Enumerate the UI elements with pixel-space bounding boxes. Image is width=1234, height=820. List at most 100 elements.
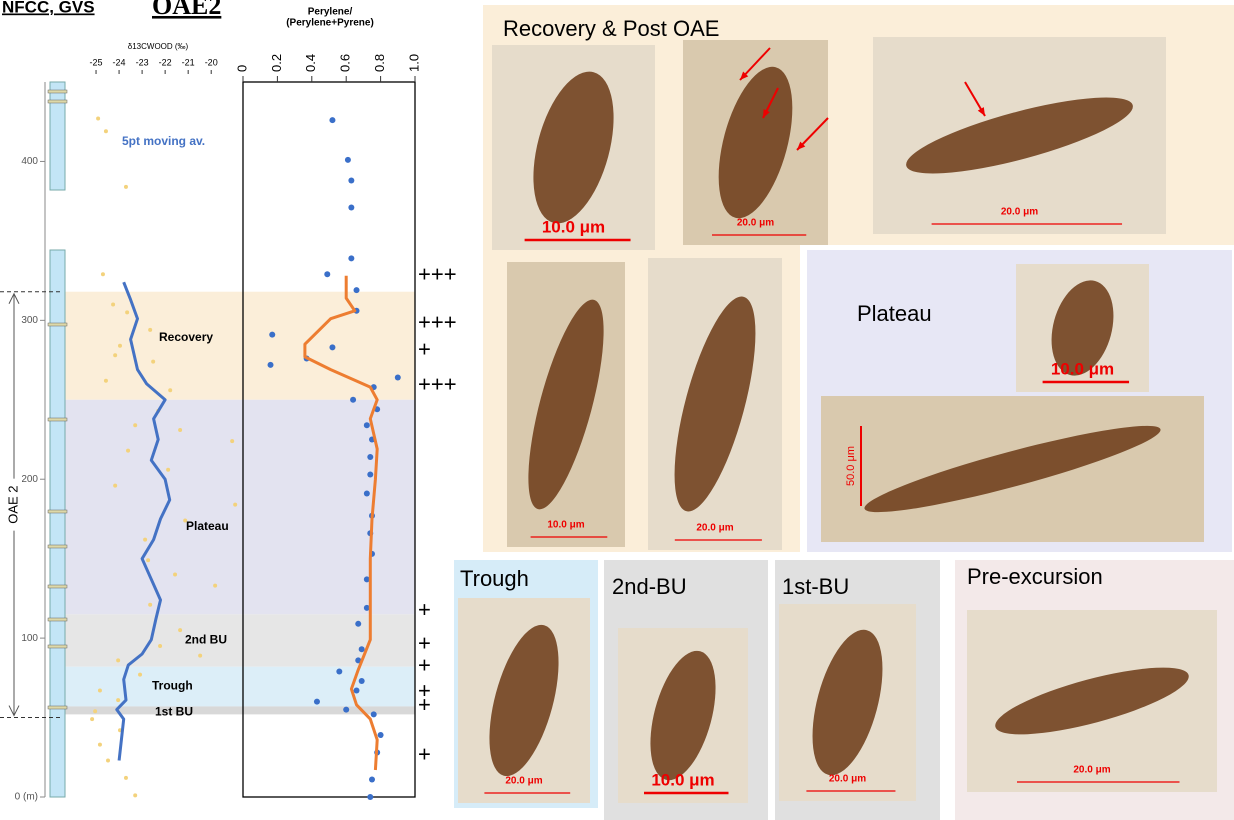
zone-label: Recovery xyxy=(159,330,213,344)
scale-label: 10.0 μm xyxy=(547,520,584,531)
x-tick-label: 0.4 xyxy=(303,54,318,72)
data-point xyxy=(151,359,156,364)
data-point xyxy=(336,668,343,675)
data-point xyxy=(329,117,336,124)
panel-title: Plateau xyxy=(857,301,932,326)
scale-label: 10.0 μm xyxy=(542,217,605,236)
data-point xyxy=(146,558,151,563)
data-point xyxy=(125,310,130,315)
data-point xyxy=(358,646,365,653)
scale-label: 50.0 μm xyxy=(845,446,857,486)
abundance-marker: + xyxy=(418,742,431,767)
specimen xyxy=(650,650,716,781)
data-point xyxy=(353,287,360,294)
bed xyxy=(47,99,68,104)
abundance-marker: +++ xyxy=(418,371,457,396)
data-point xyxy=(267,361,274,368)
data-point xyxy=(168,388,173,393)
data-point xyxy=(116,698,121,703)
abundance-marker: + xyxy=(418,692,431,717)
data-point xyxy=(377,732,384,739)
data-point xyxy=(230,439,235,444)
data-point xyxy=(363,422,370,429)
trend-line xyxy=(303,275,379,771)
specimen xyxy=(995,667,1189,735)
data-point xyxy=(348,255,355,262)
data-point xyxy=(133,423,138,428)
x-tick-label: -21 xyxy=(182,57,195,67)
specimen xyxy=(489,624,559,777)
site-title: NFCC, GVS xyxy=(2,0,95,16)
column xyxy=(49,81,66,191)
data-point xyxy=(344,156,351,163)
specimen xyxy=(533,71,614,224)
y-tick-label: 0 (m) xyxy=(15,792,38,803)
x-axis-label: (Perylene+Pyrene) xyxy=(286,18,374,29)
abundance-marker: +++ xyxy=(418,262,457,287)
zone-label: Plateau xyxy=(186,519,229,533)
bed xyxy=(47,89,68,94)
abundance-marker: + xyxy=(418,630,431,655)
column xyxy=(49,249,66,798)
data-point xyxy=(123,775,128,780)
arrow-head xyxy=(8,705,20,717)
plot-frame xyxy=(242,81,416,798)
data-point xyxy=(103,129,108,134)
bed xyxy=(47,617,68,622)
data-point xyxy=(213,583,218,588)
specimen xyxy=(906,97,1133,174)
data-point xyxy=(93,709,98,714)
arrow-head xyxy=(740,71,749,80)
specimen xyxy=(864,425,1161,513)
zone-band xyxy=(62,399,415,615)
specimen xyxy=(812,629,883,776)
zone-band xyxy=(62,706,415,715)
bed xyxy=(47,544,68,549)
data-point xyxy=(97,742,102,747)
scale-label: 10.0 μm xyxy=(1051,359,1114,378)
x-tick-label: 0.2 xyxy=(269,54,284,72)
abundance-marker: + xyxy=(418,336,431,361)
data-point xyxy=(329,344,336,351)
bed xyxy=(47,509,68,514)
scale-label: 20.0 μm xyxy=(737,218,774,229)
event-title: OAE2 xyxy=(152,0,221,20)
bed xyxy=(47,584,68,589)
data-point xyxy=(363,576,370,583)
data-point xyxy=(143,537,148,542)
scale-label: 20.0 μm xyxy=(505,776,542,787)
data-point xyxy=(178,427,183,432)
data-point xyxy=(358,678,365,685)
data-point xyxy=(183,518,188,523)
data-point xyxy=(233,502,238,507)
data-point xyxy=(116,658,121,663)
data-point xyxy=(96,116,101,121)
panel-title: Pre-excursion xyxy=(967,564,1103,589)
data-point xyxy=(355,620,362,627)
abundance-marker: +++ xyxy=(418,309,457,334)
bed xyxy=(47,644,68,649)
data-point xyxy=(166,467,171,472)
data-point xyxy=(348,204,355,211)
data-point xyxy=(355,657,362,664)
data-point xyxy=(148,602,153,607)
scale-label: 20.0 μm xyxy=(696,523,733,534)
data-point xyxy=(394,374,401,381)
x-axis-label: δ13CWOOD (‰) xyxy=(128,42,189,51)
panel-title: Recovery & Post OAE xyxy=(503,16,719,41)
panel-title: 1st-BU xyxy=(782,574,849,599)
data-point xyxy=(313,698,320,705)
scale-label: 10.0 μm xyxy=(651,770,714,789)
zone-label: 1st BU xyxy=(155,705,193,719)
specimen xyxy=(528,299,604,510)
data-point xyxy=(138,672,143,677)
specimen xyxy=(1051,280,1114,376)
data-point xyxy=(113,483,118,488)
abundance-marker: + xyxy=(418,678,431,703)
abundance-marker: + xyxy=(418,653,431,678)
scale-label: 20.0 μm xyxy=(1001,207,1038,218)
data-point xyxy=(100,272,105,277)
data-point xyxy=(369,776,375,783)
x-tick-label: -23 xyxy=(136,57,149,67)
